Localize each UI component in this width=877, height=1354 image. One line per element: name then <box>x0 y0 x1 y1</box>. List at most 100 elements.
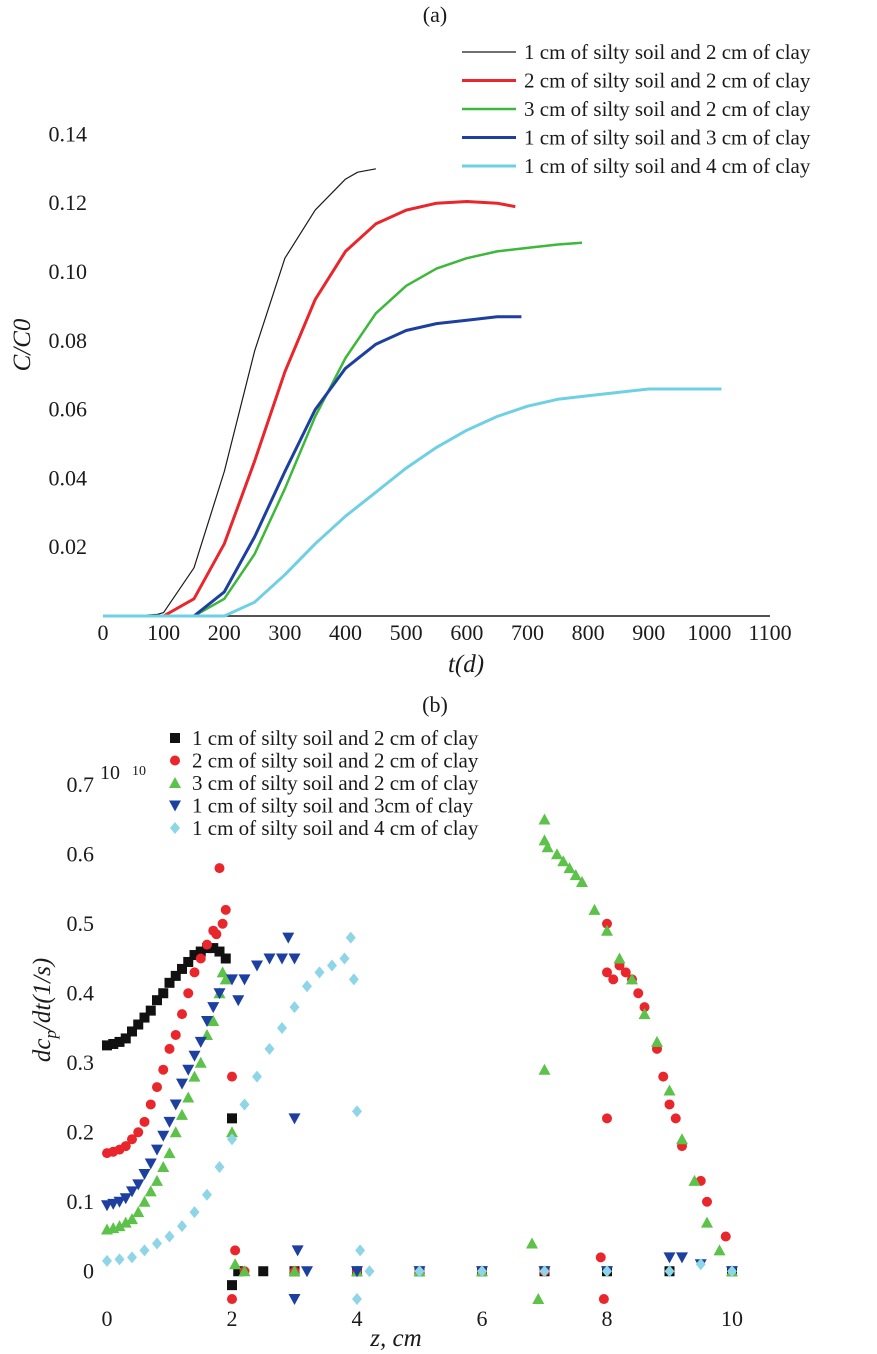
data-point <box>163 1116 176 1128</box>
data-point <box>188 1070 201 1082</box>
data-point <box>114 1253 125 1266</box>
data-point <box>227 1133 237 1146</box>
data-point <box>238 974 251 986</box>
data-point <box>538 813 551 825</box>
data-point <box>194 1056 207 1068</box>
data-point <box>541 841 554 853</box>
data-point <box>557 855 570 867</box>
data-point <box>602 1113 612 1124</box>
data-point <box>208 943 219 954</box>
series-line-5 <box>103 387 722 618</box>
legend-label-a-5: 1 cm of silty soil and 4 cm of clay <box>524 154 811 178</box>
data-point <box>133 1127 144 1138</box>
data-point <box>207 1015 220 1027</box>
x-axis-label-b: z, cm <box>369 1325 421 1352</box>
data-point <box>202 1188 212 1201</box>
data-point <box>127 1134 137 1145</box>
data-point <box>138 1195 151 1207</box>
legend-label-a-2: 2 cm of silty soil and 2 cm of clay <box>524 69 811 93</box>
y-axis-label-a: C/C0 <box>9 318 36 371</box>
data-point <box>120 1141 131 1152</box>
data-point <box>352 1293 362 1306</box>
x-tick-label-a: 400 <box>329 620 362 645</box>
series-lines-a <box>103 168 722 618</box>
data-point <box>158 988 169 999</box>
data-point <box>211 929 222 940</box>
data-point <box>658 1071 669 1082</box>
data-point <box>220 953 231 964</box>
data-point <box>227 1071 237 1082</box>
data-point <box>588 903 601 915</box>
data-point <box>214 863 225 874</box>
data-point <box>102 1040 112 1051</box>
data-point <box>348 973 359 986</box>
data-point <box>633 988 644 999</box>
data-point <box>664 1265 675 1278</box>
data-point <box>302 980 312 993</box>
data-point <box>576 876 588 888</box>
x-ticks-a: 0 100 200 300 400 500 600 700 800 900 1000 1100 <box>98 620 792 645</box>
data-point <box>214 946 225 957</box>
data-point <box>288 953 301 965</box>
data-point <box>139 1244 150 1257</box>
data-point <box>663 1252 676 1264</box>
data-point <box>276 953 288 965</box>
data-point <box>158 1064 169 1075</box>
data-point <box>701 1216 713 1228</box>
legend-label-b-5: 1 cm of silty soil and 4 cm of clay <box>192 816 479 840</box>
data-point <box>232 995 245 1007</box>
data-point <box>113 1220 126 1232</box>
data-point <box>288 1265 301 1277</box>
data-point <box>301 1266 313 1278</box>
x-tick-label-b: 2 <box>227 1306 238 1331</box>
data-point <box>258 1266 269 1277</box>
x-tick-label-a: 700 <box>511 620 544 645</box>
data-point <box>195 953 206 964</box>
data-point <box>157 1161 170 1172</box>
data-point <box>727 1265 737 1278</box>
data-point <box>639 1002 650 1013</box>
panel-label-b: (b) <box>422 692 448 717</box>
y-tick-label-b: 0.7 <box>67 772 95 797</box>
data-point <box>177 1009 187 1020</box>
data-point <box>598 1294 609 1305</box>
data-point <box>152 1082 162 1093</box>
legend-label-a-1: 1 cm of silty soil and 2 cm of clay <box>524 40 811 64</box>
data-point <box>551 848 563 860</box>
data-point <box>695 1258 706 1271</box>
data-point <box>288 1113 301 1125</box>
data-point <box>601 924 613 936</box>
data-point <box>114 1036 125 1047</box>
data-point <box>144 1185 157 1197</box>
data-point <box>289 1001 300 1014</box>
data-point <box>264 1042 275 1055</box>
data-point <box>670 1113 681 1124</box>
y-tick-label-b: 0.2 <box>67 1119 95 1144</box>
data-point <box>217 918 228 929</box>
data-point <box>213 988 226 1000</box>
data-point <box>314 966 325 979</box>
series-points-b-4 <box>101 932 738 1306</box>
data-point <box>214 1161 225 1173</box>
legend-marker-b-4 <box>169 800 181 812</box>
series-points-b-5 <box>102 931 737 1306</box>
data-point <box>151 1174 163 1186</box>
data-point <box>626 973 638 985</box>
data-point <box>189 967 200 978</box>
data-point <box>195 946 206 957</box>
y-tick-label-b: 0 <box>83 1258 94 1283</box>
x-tick-label-a: 100 <box>147 620 180 645</box>
data-point <box>164 1230 175 1243</box>
data-point <box>664 1099 675 1110</box>
series-points-b-3 <box>101 813 738 1305</box>
x-tick-label-a: 600 <box>450 620 483 645</box>
data-point <box>227 1294 237 1305</box>
data-point <box>638 1008 651 1020</box>
data-point <box>230 1245 241 1256</box>
series-line-3 <box>103 241 583 618</box>
data-point <box>163 1147 176 1159</box>
y-tick-label-b: 0.3 <box>67 1050 95 1075</box>
x-ticks-b: 0 2 4 6 8 10 <box>102 1306 744 1331</box>
legend-label-b-3: 3 cm of silty soil and 2 cm of clay <box>192 771 479 795</box>
